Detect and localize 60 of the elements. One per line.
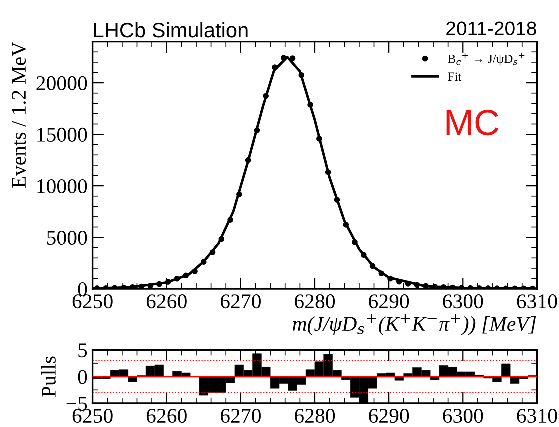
y-tick-label: 0 bbox=[78, 370, 88, 384]
text: 2011-2018 bbox=[446, 22, 536, 36]
y-tick-label: 0 bbox=[78, 282, 88, 297]
x-tick-label: 6270 bbox=[220, 294, 261, 309]
x-tick-label: 6310 bbox=[517, 294, 558, 309]
point bbox=[343, 222, 350, 228]
x-tick-label: 6250 bbox=[72, 408, 113, 424]
point bbox=[378, 270, 385, 277]
point bbox=[405, 281, 412, 287]
point bbox=[254, 128, 260, 134]
point bbox=[165, 279, 172, 285]
point bbox=[280, 55, 287, 61]
point bbox=[360, 252, 367, 258]
point bbox=[414, 282, 420, 288]
x-tick-label: 6300 bbox=[443, 408, 484, 424]
x-tick-label: 6270 bbox=[220, 408, 261, 424]
point bbox=[200, 259, 207, 266]
point bbox=[210, 250, 216, 256]
y-axis-title: Events / 1.2 MeV bbox=[12, 42, 26, 188]
y-tick-label: 5000 bbox=[47, 230, 88, 246]
point bbox=[183, 272, 190, 279]
x-tick-label: 6260 bbox=[146, 294, 187, 309]
point bbox=[236, 192, 242, 198]
point bbox=[272, 64, 278, 70]
point bbox=[245, 157, 252, 164]
point bbox=[308, 102, 314, 108]
point bbox=[218, 236, 225, 242]
point bbox=[298, 72, 305, 78]
x-tick-label: 6250 bbox=[72, 294, 113, 309]
x-tick-label: 6290 bbox=[369, 294, 410, 309]
legend-label: B$_{c}$$^{+}$ → J/ψD$_{s}$$^{+}$ bbox=[448, 53, 525, 66]
x-tick-label: 6290 bbox=[369, 408, 410, 424]
point bbox=[325, 169, 332, 176]
y-tick-label: 10000 bbox=[38, 179, 88, 194]
legend-label: Fit bbox=[448, 72, 462, 82]
chart-title: LHCb Simulation bbox=[94, 22, 248, 38]
point bbox=[148, 282, 154, 289]
point bbox=[352, 239, 358, 246]
point bbox=[396, 278, 402, 285]
point bbox=[290, 56, 296, 62]
point bbox=[156, 281, 162, 288]
text: m(J/ψD$_{s}$$^{+}$(K$^{+}$K$^{−}$π$^{+}$)) [MeV] bbox=[292, 314, 536, 336]
point bbox=[192, 268, 198, 274]
x-tick-label: 6280 bbox=[295, 294, 336, 309]
annotation: MC bbox=[446, 110, 499, 136]
y-tick-label: 5 bbox=[78, 344, 88, 358]
point bbox=[174, 276, 180, 282]
x-tick-label: 6310 bbox=[517, 408, 558, 424]
point bbox=[334, 197, 340, 203]
point bbox=[370, 263, 376, 270]
x-tick-label: 6300 bbox=[443, 294, 484, 309]
point bbox=[388, 276, 394, 282]
point bbox=[228, 217, 234, 223]
point bbox=[263, 93, 270, 100]
y-axis-title: Pulls bbox=[41, 356, 56, 398]
point bbox=[316, 136, 322, 142]
x-tick-label: 6280 bbox=[295, 408, 336, 424]
y-tick-label: 20000 bbox=[36, 76, 88, 90]
y-tick-label: 15000 bbox=[38, 128, 88, 142]
x-tick-label: 6260 bbox=[146, 408, 187, 424]
